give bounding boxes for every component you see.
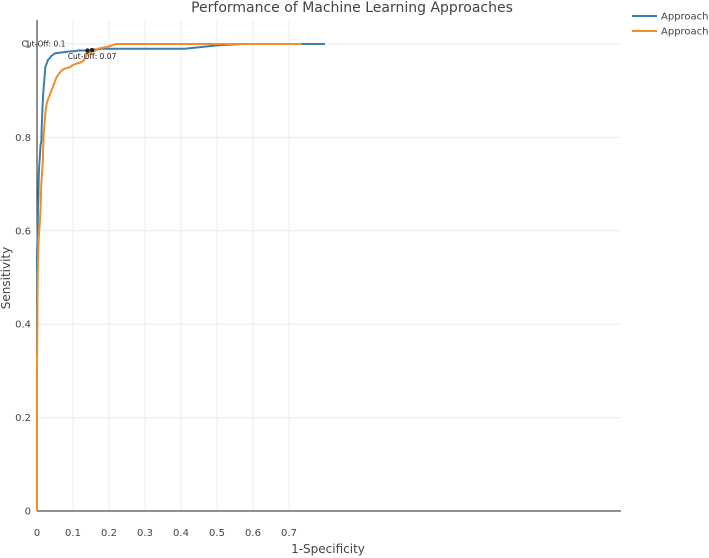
y-tick-label: 0.4 — [15, 320, 31, 331]
x-tick-label: 0.2 — [101, 528, 117, 539]
legend-label: Approach 2 — [661, 27, 709, 38]
legend: Approach 1 Approach 2 — [632, 12, 709, 38]
chart-title: Performance of Machine Learning Approach… — [191, 0, 513, 16]
series-line-approach-2 — [36, 43, 302, 511]
series-line-approach-1 — [36, 43, 325, 357]
x-tick-label: 0.6 — [245, 528, 261, 539]
y-axis-ticks: 0 0.2 0.4 0.6 0.8 1 — [15, 40, 31, 518]
x-tick-label: 0.1 — [65, 528, 81, 539]
y-tick-label: 0 — [25, 507, 31, 518]
series-lines — [36, 43, 325, 511]
y-tick-label: 1 — [25, 40, 31, 51]
legend-label: Approach 1 — [661, 12, 709, 23]
cutoff-marker — [85, 48, 90, 53]
y-axis-title: Sensitivity — [0, 247, 13, 309]
x-tick-label: 0.5 — [209, 528, 225, 539]
cutoff-label: Cut-Off: 0.1 — [22, 40, 66, 49]
y-tick-label: 0.2 — [15, 413, 31, 424]
x-tick-label: 0 — [34, 528, 40, 539]
x-tick-label: 0.4 — [173, 528, 189, 539]
x-axis-title: 1-Specificity — [291, 542, 365, 556]
x-tick-label: 0.3 — [137, 528, 153, 539]
y-tick-label: 0.8 — [15, 133, 31, 144]
cutoff-marker — [89, 47, 95, 53]
cutoff-label: Cut-Off: 0.07 — [68, 52, 117, 61]
x-axis-ticks: 0 0.1 0.2 0.3 0.4 0.5 0.6 0.7 — [34, 528, 297, 539]
x-tick-label: 0.7 — [281, 528, 297, 539]
y-tick-label: 0.6 — [15, 226, 31, 237]
